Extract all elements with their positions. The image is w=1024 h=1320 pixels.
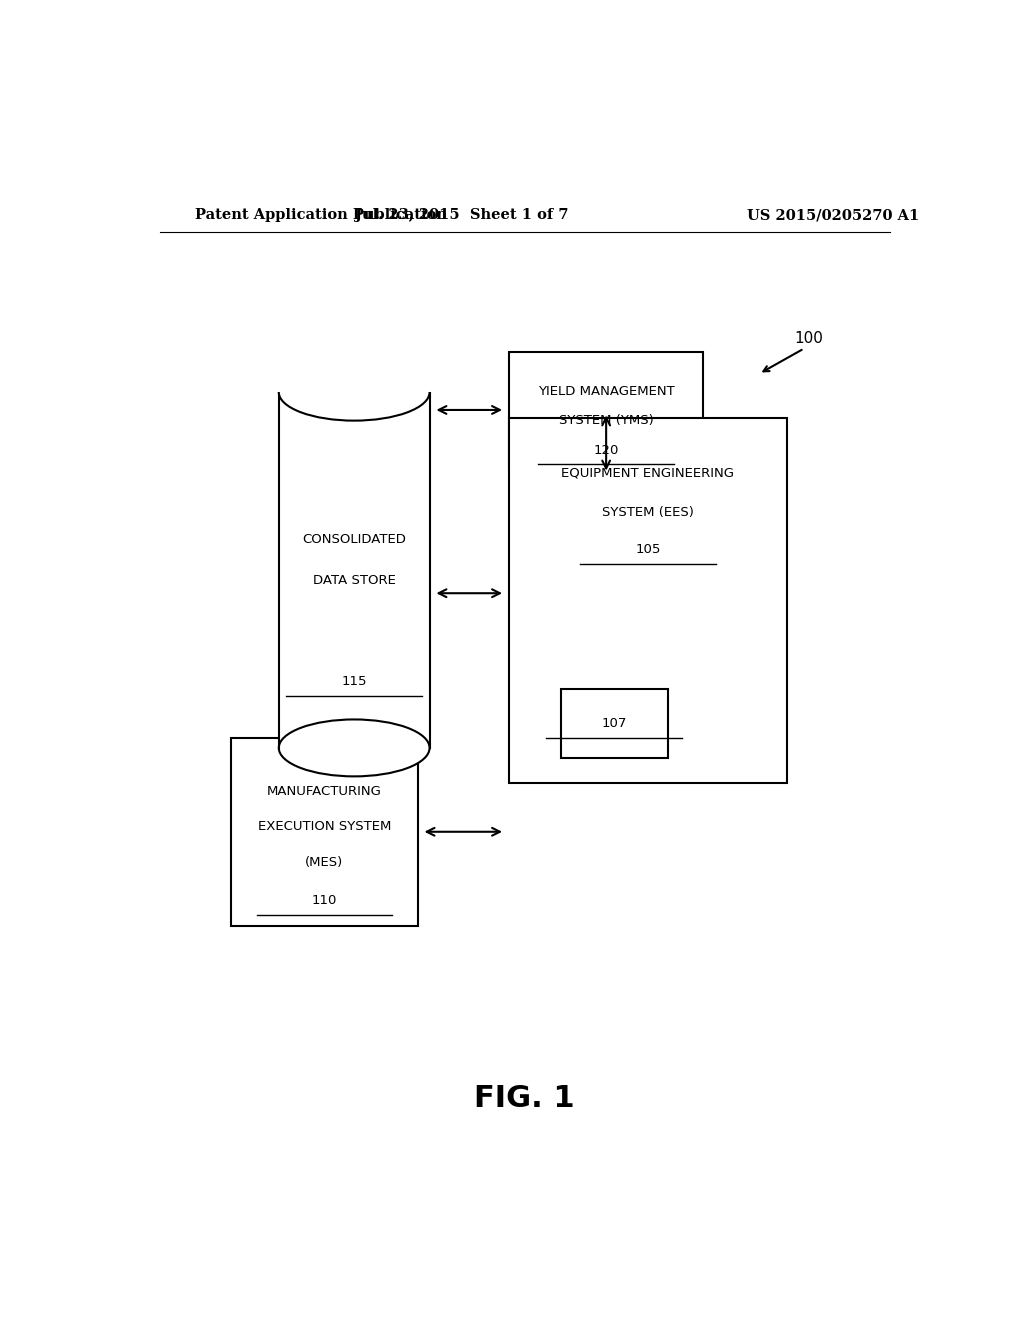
Text: 100: 100 [795, 331, 823, 346]
Bar [509, 417, 786, 784]
Bar [509, 351, 703, 469]
Text: 120: 120 [594, 444, 618, 457]
Text: EQUIPMENT ENGINEERING: EQUIPMENT ENGINEERING [561, 467, 734, 480]
Text: SYSTEM (EES): SYSTEM (EES) [602, 506, 693, 519]
Text: 107: 107 [601, 717, 627, 730]
Ellipse shape [279, 364, 430, 421]
Text: 115: 115 [341, 676, 367, 688]
Ellipse shape [279, 719, 430, 776]
Bar [278, 360, 431, 392]
Text: SYSTEM (YMS): SYSTEM (YMS) [559, 413, 653, 426]
Text: DATA STORE: DATA STORE [312, 574, 395, 586]
Bar [560, 689, 668, 758]
Bar [279, 392, 430, 748]
Text: FIG. 1: FIG. 1 [474, 1084, 575, 1113]
Text: 105: 105 [635, 544, 660, 556]
Text: CONSOLIDATED: CONSOLIDATED [302, 533, 407, 546]
Text: Jul. 23, 2015  Sheet 1 of 7: Jul. 23, 2015 Sheet 1 of 7 [354, 209, 568, 222]
Text: MANUFACTURING: MANUFACTURING [267, 784, 382, 797]
Bar [231, 738, 418, 925]
Text: Patent Application Publication: Patent Application Publication [196, 209, 447, 222]
Text: (MES): (MES) [305, 855, 343, 869]
Text: EXECUTION SYSTEM: EXECUTION SYSTEM [258, 820, 391, 833]
Text: YIELD MANAGEMENT: YIELD MANAGEMENT [538, 385, 675, 399]
Text: US 2015/0205270 A1: US 2015/0205270 A1 [748, 209, 920, 222]
Text: 110: 110 [311, 894, 337, 907]
